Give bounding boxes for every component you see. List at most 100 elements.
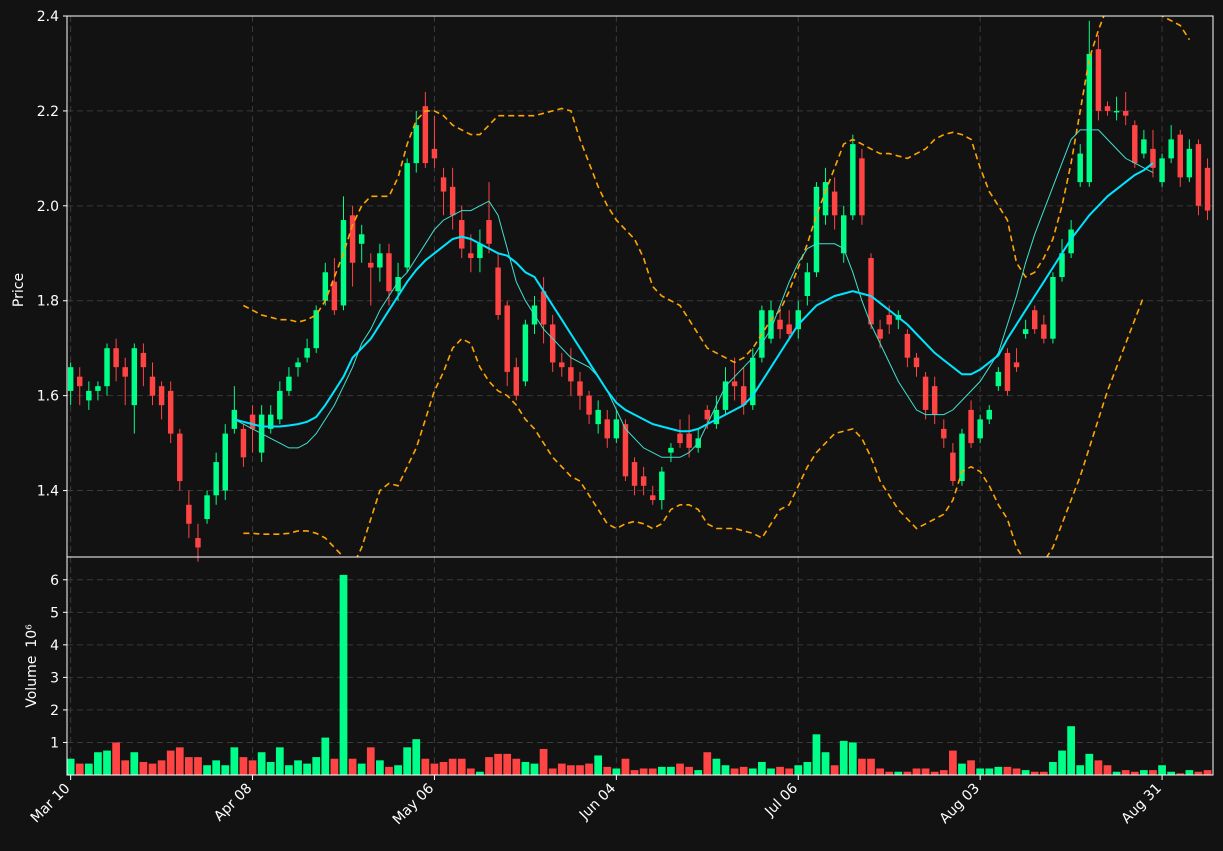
candle-body bbox=[822, 182, 829, 216]
candle-body bbox=[477, 243, 483, 259]
candle bbox=[631, 457, 638, 496]
volume-bar bbox=[1067, 726, 1075, 775]
volume-bar bbox=[712, 758, 721, 775]
volume-bar bbox=[266, 761, 275, 775]
candle-body bbox=[113, 348, 119, 368]
candle bbox=[595, 400, 601, 434]
candle bbox=[486, 182, 492, 254]
candle bbox=[768, 300, 774, 344]
volume-bar bbox=[321, 737, 330, 775]
candle-body bbox=[222, 433, 228, 491]
candle-body bbox=[604, 419, 610, 439]
volume-bar bbox=[949, 750, 957, 775]
candle bbox=[1132, 120, 1138, 168]
volume-bar bbox=[185, 757, 193, 775]
volume-bar bbox=[157, 760, 166, 775]
candle-body bbox=[468, 253, 474, 259]
candle-body bbox=[322, 272, 329, 301]
price-axis-label: Price bbox=[11, 273, 27, 307]
volume-bar bbox=[457, 758, 466, 775]
candle bbox=[841, 205, 847, 263]
candle-body bbox=[1050, 277, 1056, 339]
candle bbox=[604, 409, 610, 448]
candle-body bbox=[459, 220, 465, 249]
volume-bar bbox=[585, 763, 593, 775]
candle-body bbox=[1104, 106, 1111, 111]
candle bbox=[1122, 91, 1129, 126]
candle-body bbox=[931, 386, 938, 415]
candle bbox=[931, 376, 938, 425]
candle-body bbox=[731, 381, 738, 387]
candle bbox=[431, 115, 438, 168]
candle bbox=[186, 490, 192, 539]
candle bbox=[1004, 348, 1011, 396]
candle bbox=[413, 110, 419, 173]
volume-bar bbox=[430, 763, 439, 775]
volume-bar bbox=[1012, 768, 1021, 775]
volume-bar bbox=[421, 758, 430, 775]
volume-bar bbox=[839, 740, 848, 775]
candle-body bbox=[1113, 110, 1120, 113]
candle bbox=[477, 229, 483, 273]
candle bbox=[922, 371, 929, 420]
price-panel: 1.4 1.6 1.8 2.0 2.2 2.4 Price bbox=[11, 9, 1214, 562]
candle-body bbox=[404, 163, 410, 268]
volume-bar bbox=[894, 771, 903, 775]
volume-bar bbox=[512, 758, 521, 775]
candle bbox=[213, 452, 219, 505]
volume-bar bbox=[494, 753, 502, 775]
candle bbox=[913, 352, 920, 377]
candle bbox=[559, 352, 565, 377]
price-y-ticks: 1.4 1.6 1.8 2.0 2.2 2.4 bbox=[37, 9, 67, 500]
candle bbox=[1022, 319, 1029, 339]
candle bbox=[722, 367, 729, 415]
candle-body bbox=[67, 367, 74, 391]
candle bbox=[1177, 129, 1183, 187]
volume-bar bbox=[366, 747, 375, 775]
candle-body bbox=[1077, 153, 1083, 183]
candle bbox=[1077, 144, 1083, 187]
candle-body bbox=[841, 215, 847, 254]
volume-panel: 1 2 3 4 5 6 Volume 10⁶ bbox=[24, 556, 1214, 776]
candle bbox=[986, 405, 992, 425]
candle bbox=[349, 205, 356, 287]
candle-body bbox=[1186, 148, 1193, 178]
volume-axis-label: Volume 10⁶ bbox=[24, 624, 40, 708]
sma-long-line bbox=[234, 162, 1154, 433]
candle bbox=[1013, 348, 1020, 372]
candle bbox=[468, 234, 474, 273]
volume-bar bbox=[212, 760, 221, 775]
candle-body bbox=[595, 409, 601, 425]
volume-bar bbox=[312, 757, 321, 775]
candle bbox=[177, 428, 183, 491]
candle-body bbox=[959, 433, 965, 482]
volume-bar bbox=[730, 768, 739, 775]
volume-bar bbox=[1176, 773, 1185, 775]
candle bbox=[240, 424, 247, 467]
candle-body bbox=[249, 414, 256, 429]
volume-bar bbox=[939, 770, 948, 775]
candle-body bbox=[449, 186, 456, 216]
volume-bar bbox=[1094, 760, 1103, 775]
volume-bar bbox=[985, 768, 994, 775]
volume-bar bbox=[230, 747, 239, 775]
candle-body bbox=[104, 348, 110, 387]
volume-bar bbox=[412, 739, 421, 775]
volume-bar bbox=[1003, 766, 1012, 775]
volume-bar bbox=[476, 771, 484, 775]
candle bbox=[713, 395, 720, 429]
volume-bar bbox=[339, 574, 348, 775]
volume-bar bbox=[621, 758, 630, 775]
volume-grid bbox=[67, 557, 1213, 775]
candle bbox=[377, 243, 383, 282]
candle-body bbox=[622, 424, 629, 477]
volume-bar bbox=[466, 768, 475, 775]
volume-bar bbox=[403, 747, 412, 775]
candle-body bbox=[431, 148, 438, 159]
volume-bar bbox=[912, 768, 921, 775]
candle-body bbox=[631, 462, 638, 486]
candle bbox=[1050, 272, 1056, 344]
volume-bar bbox=[1030, 771, 1039, 775]
candle bbox=[358, 224, 365, 263]
candle-body bbox=[540, 291, 547, 325]
